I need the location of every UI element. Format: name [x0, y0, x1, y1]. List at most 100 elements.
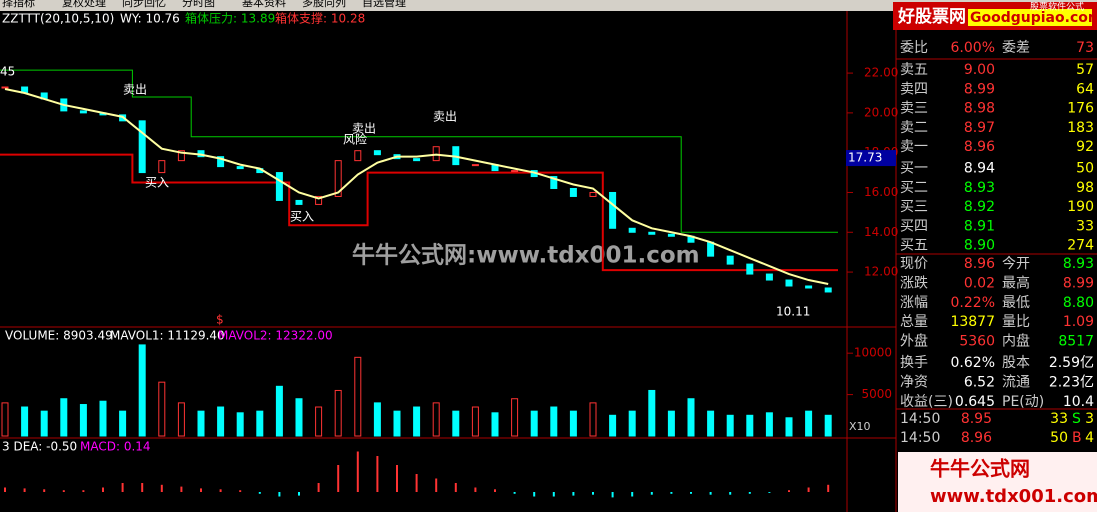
logo-domain: Goodgupiao.com [970, 10, 1097, 26]
quote-cell: 8.99 [1063, 275, 1094, 291]
candle [79, 110, 87, 114]
quote-cell: 2.59亿 [1049, 355, 1094, 371]
quote-cell: 98 [1076, 180, 1094, 196]
quote-cell: 净资 [900, 374, 928, 390]
annotation: 风险 [343, 132, 367, 147]
volume-bar [1, 402, 9, 437]
quote-cell: 5360 [959, 334, 995, 350]
quote-cell: 总量 [900, 314, 928, 330]
candle [609, 191, 617, 229]
candle [275, 172, 283, 201]
footer-logo-title: 牛牛公式网 [930, 457, 1030, 481]
annotation: 卖出 [433, 110, 457, 124]
quote-cell: 卖一 [900, 139, 928, 155]
support-line [0, 153, 838, 272]
volume-bar [648, 389, 656, 437]
quote-cell: 9.00 [964, 62, 995, 78]
candle [334, 160, 342, 197]
quote-cell: 274 [1067, 238, 1094, 254]
quote-cell: 10.4 [1063, 394, 1094, 410]
toolbar-button: 复权处理 [62, 0, 106, 9]
mavol1-label: MAVOL1: 11129.40 [110, 329, 225, 343]
quote-cell: 外盘 [900, 333, 928, 350]
volume-bar [491, 412, 499, 437]
quote-cell: 买四 [900, 218, 928, 234]
logo-title: 好股票网 [897, 6, 966, 27]
quote-cell: 2.23亿 [1049, 374, 1094, 390]
candle [295, 199, 303, 205]
quote-cell: 13877 [950, 314, 995, 330]
volume-label: VOLUME: 8903.49 [5, 329, 113, 343]
volume-bar [805, 410, 813, 437]
volume-bar [119, 410, 127, 437]
volume-bar [79, 404, 87, 437]
volume-bar [275, 385, 283, 437]
candle [471, 164, 479, 167]
volume-bar [295, 398, 303, 437]
candle [177, 150, 185, 162]
footer-logo-url: www.tdx001.com [930, 486, 1097, 507]
volume-bar [707, 410, 715, 437]
quote-cell: PE(动) [1002, 394, 1044, 410]
quote-cell: 183 [1067, 120, 1094, 136]
annotation: $ [216, 313, 224, 327]
candle [550, 176, 558, 189]
candle [217, 156, 225, 168]
volume-bar [373, 402, 381, 437]
quote-cell: 8.95 [961, 411, 992, 427]
resistance-label: 箱体压力: 13.89 [185, 11, 275, 26]
quote-cell: 8.96 [964, 139, 995, 155]
volume-bar [628, 410, 636, 437]
volume-bar [609, 414, 617, 437]
annotation: 卖出 [352, 122, 376, 136]
volume-bar [138, 344, 146, 437]
candle [746, 263, 754, 275]
volume-bar [197, 410, 205, 437]
quote-cell: 买五 [900, 238, 928, 254]
quote-cell: 最低 [1002, 295, 1030, 311]
candle [824, 287, 832, 293]
quote-cell: 0.62% [951, 355, 995, 371]
wy-label: WY: 10.76 [120, 12, 180, 26]
volume-bar [569, 410, 577, 437]
volume-bar [256, 410, 264, 437]
candle [569, 187, 577, 197]
y-tick-label: 5000 [861, 387, 892, 401]
candle [667, 233, 675, 237]
toolbar-bg [0, 0, 1097, 11]
quote-cell: 14:50 [900, 430, 940, 446]
candle [707, 241, 715, 257]
volume-multiplier: X10 [849, 420, 871, 433]
quote-cell: 8.96 [964, 256, 995, 272]
dea-label: 3 DEA: -0.50 [2, 440, 77, 454]
y-tick-label: 20.00 [864, 105, 898, 119]
volume-bar [824, 414, 832, 437]
current-price-label: 17.73 [848, 151, 882, 165]
volume-bar [40, 410, 48, 437]
quote-cell: 50 [1076, 161, 1094, 177]
quote-cell: 收益(三) [900, 394, 953, 410]
volume-bar [21, 406, 29, 437]
quote-cell: 今开 [1002, 256, 1030, 272]
quote-cell: 8.94 [964, 161, 995, 177]
volume-bar [413, 406, 421, 437]
quote-cell: 8.90 [964, 238, 995, 254]
volume-bar [530, 410, 538, 437]
candle [589, 191, 597, 197]
toolbar-button: 择指标 [2, 0, 35, 9]
quote-cell: 4 [1085, 430, 1094, 446]
toolbar-button: 基本资料 [242, 0, 286, 9]
quote-cell: 6.00% [951, 40, 995, 56]
y-tick-label: 12.00 [864, 265, 898, 279]
y-tick-label: 16.00 [864, 185, 898, 199]
volume-bar [452, 410, 460, 437]
quote-cell: 股本 [1002, 355, 1030, 371]
quote-cell: 委差 [1002, 40, 1030, 56]
volume-bar [785, 417, 793, 437]
quote-cell: 涨跌 [900, 275, 928, 291]
quote-cell: 买一 [900, 161, 928, 177]
quote-cell: 卖三 [900, 101, 928, 117]
quote-cell: 8.98 [964, 101, 995, 117]
quote-cell: 92 [1076, 139, 1094, 155]
volume-bar [471, 406, 479, 437]
